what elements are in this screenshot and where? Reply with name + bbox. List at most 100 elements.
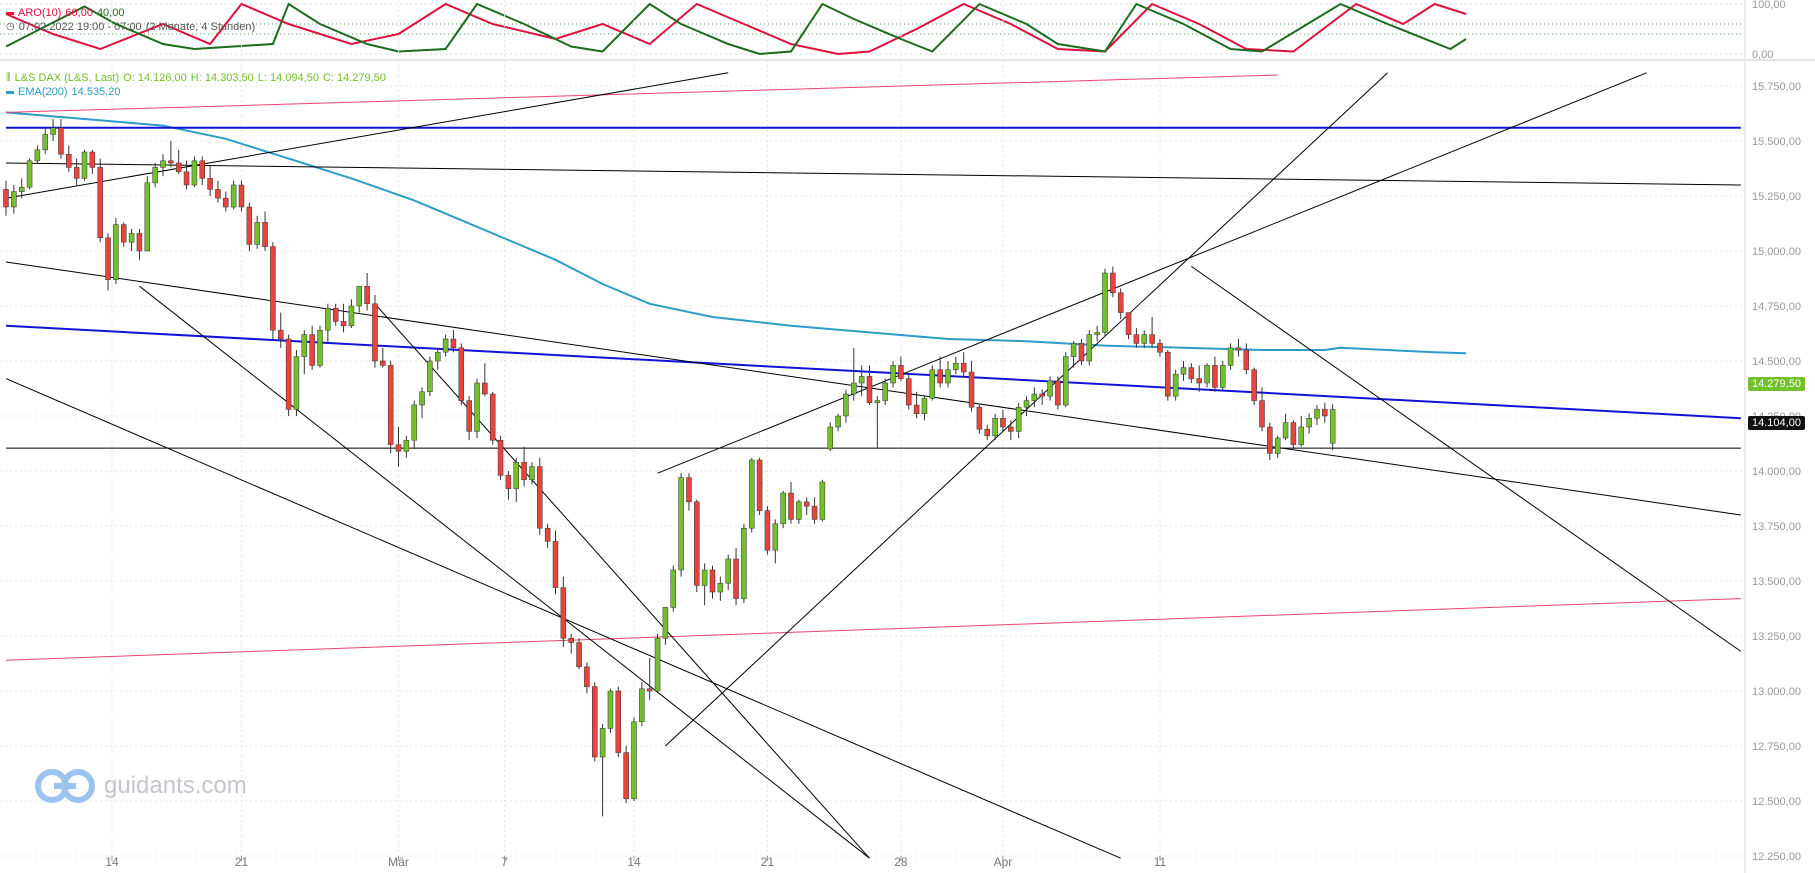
y-tick-label: 14.000,00 [1752,466,1801,478]
trendline [5,74,1278,113]
candle [662,607,669,645]
candle [144,176,151,252]
candle [1259,387,1265,432]
candle-body [89,151,96,168]
candle [34,145,41,163]
candle-body [1165,351,1171,397]
candle-body [1157,343,1163,353]
candle-body [246,206,253,245]
candle [199,156,205,185]
candle [293,350,300,416]
candle-body [152,167,158,184]
candle-body [1110,272,1116,294]
candle-body [968,371,975,408]
candle-body [953,362,959,371]
candle [552,530,559,595]
candle [631,717,637,801]
candle-body [42,134,48,151]
candle-body [874,400,881,404]
aro-swatch [6,11,14,15]
candle-body [560,587,567,639]
candle-body [3,189,9,208]
y-tick-label: 14.500,00 [1752,356,1801,368]
y-tick-label: 13.750,00 [1752,521,1801,533]
candle-body [223,197,229,208]
candle [1172,369,1179,401]
candle-body [1188,367,1195,379]
y-tick-label: 14.750,00 [1752,301,1801,313]
x-tick-label: 21 [761,855,775,869]
candle [835,413,841,432]
level-badge: 14.104,00 [1748,416,1805,430]
candle [348,299,355,328]
candle-body [1031,393,1038,401]
candle [489,391,496,445]
candle-body [992,417,998,437]
candle [992,413,998,441]
candle [1055,376,1061,410]
candle [1141,330,1147,348]
instrument-name: L&S DAX (L&S, Last) [14,72,120,84]
guidants-logo: guidants.com [34,768,247,804]
candle-body [764,510,771,551]
candle-body [1015,406,1022,432]
candle [403,435,410,458]
candle-body [945,369,951,384]
candle-body [121,224,127,243]
candle-body [26,160,33,188]
candle [1125,312,1132,339]
aro-up-series [5,2,1467,56]
candle-body [97,167,103,239]
candle [733,548,739,606]
candle [968,361,975,412]
candle-body [615,690,622,753]
candle-body [568,637,574,643]
candle-body [843,393,849,417]
candle [1000,409,1006,432]
candle [592,682,598,762]
candle-body [544,527,551,542]
candle-body [364,285,370,305]
candle [1180,361,1187,381]
candle [1196,365,1202,392]
candle-body [183,171,190,186]
candle-body [1243,349,1250,371]
candle [113,218,119,284]
candle-body [175,162,182,173]
x-tick-label: 28 [894,855,908,869]
candle-body [1329,409,1336,444]
candle [505,471,512,500]
candle [1251,367,1257,405]
candle [356,285,362,313]
candle [976,405,983,434]
y-tick-label: 13.250,00 [1752,631,1801,643]
candle-body [278,329,284,340]
candle-body [1102,272,1108,333]
candle-body [1204,365,1210,384]
candle-body [73,167,80,179]
candle [387,361,394,454]
candle [458,343,465,405]
candle [764,506,771,555]
candle-body [1063,356,1069,406]
candle [18,178,25,199]
candle [332,303,339,326]
candle-body [858,376,865,384]
candle [66,145,72,172]
candle [780,490,786,529]
candle-body [81,151,88,179]
last-price-badge: 14.279,50 [1748,377,1805,391]
candle-body [168,160,174,164]
y-tick-label: 15.250,00 [1752,191,1801,203]
logo-text: guidants.com [104,772,247,799]
candle-body [1070,343,1077,357]
aro-panel: 100,00 0,00 [0,0,1815,61]
aro-down-series [5,2,1467,56]
candle-body [576,642,582,668]
candle-body [929,369,936,399]
ema-value: 14.535,20 [71,86,121,98]
candle-body [803,501,810,507]
candle [89,149,96,174]
open-value: O: 14.126,00 [123,72,187,84]
